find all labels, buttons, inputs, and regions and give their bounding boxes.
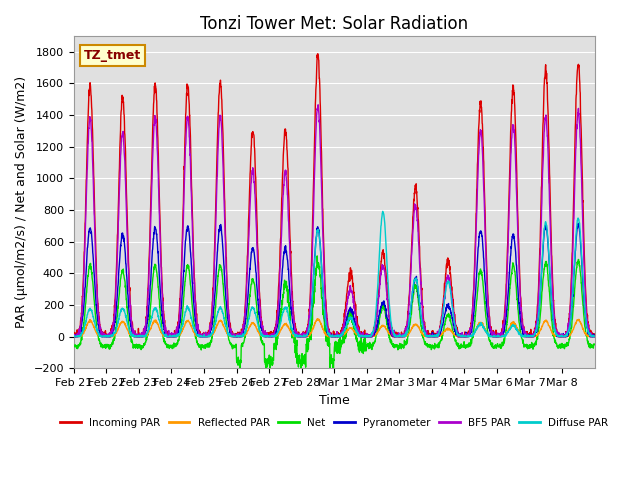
X-axis label: Time: Time <box>319 394 349 407</box>
Text: TZ_tmet: TZ_tmet <box>84 49 141 62</box>
Y-axis label: PAR (μmol/m2/s) / Net and Solar (W/m2): PAR (μmol/m2/s) / Net and Solar (W/m2) <box>15 76 28 328</box>
Legend: Incoming PAR, Reflected PAR, Net, Pyranometer, BF5 PAR, Diffuse PAR: Incoming PAR, Reflected PAR, Net, Pyrano… <box>56 413 612 432</box>
Title: Tonzi Tower Met: Solar Radiation: Tonzi Tower Met: Solar Radiation <box>200 15 468 33</box>
